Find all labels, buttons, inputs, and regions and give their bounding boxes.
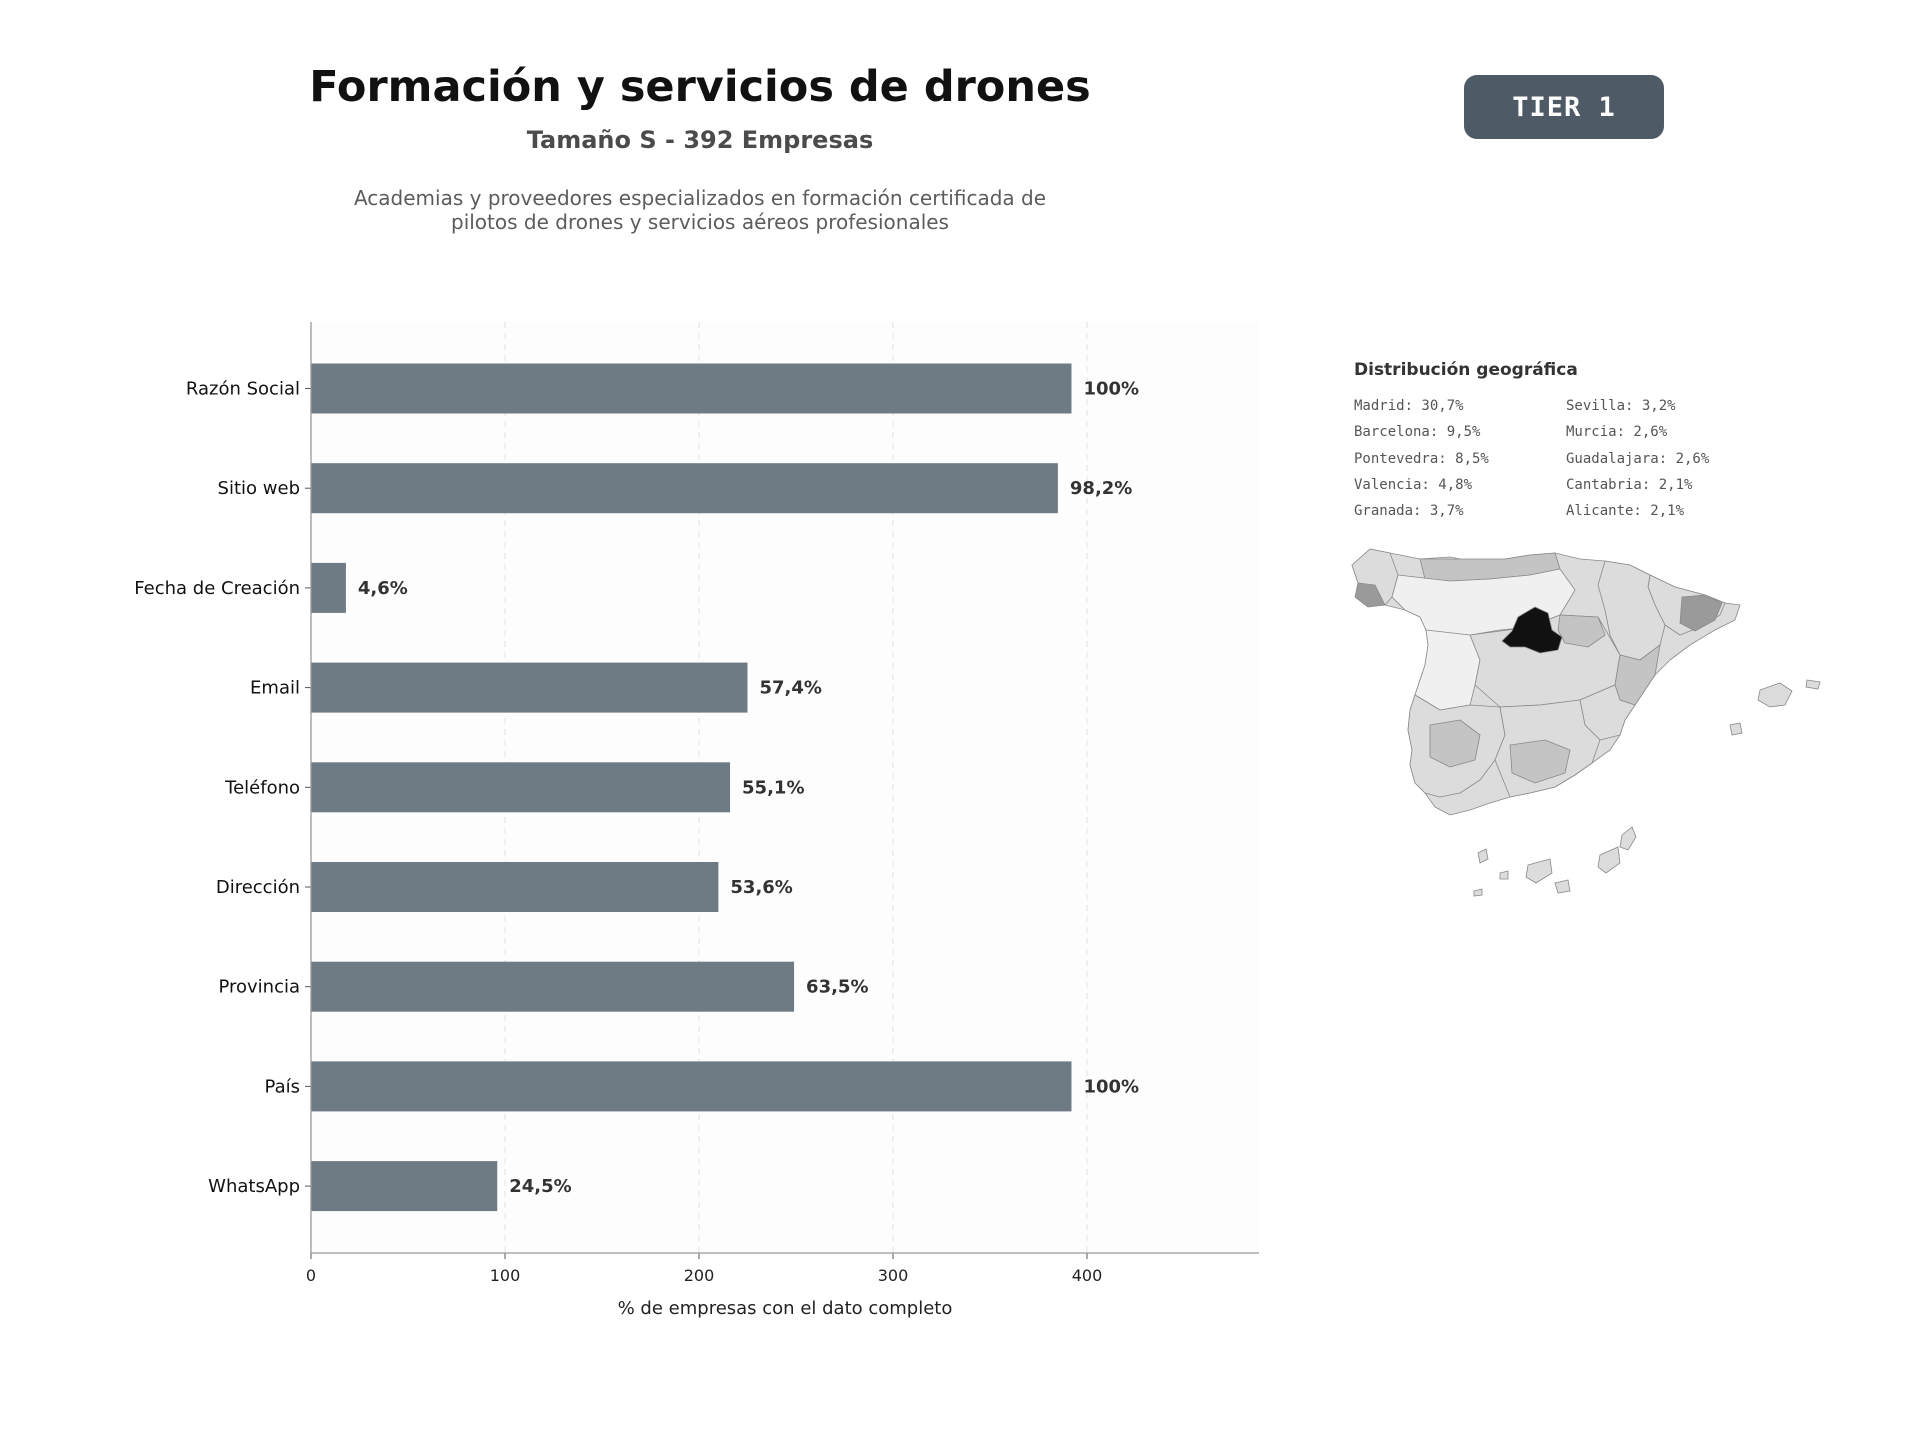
category-label: Fecha de Creación <box>134 578 300 599</box>
map-canary-5 <box>1477 848 1489 864</box>
map-extremadura <box>1414 629 1481 711</box>
data-label: 4,6% <box>358 578 408 599</box>
category-label: País <box>265 1076 300 1097</box>
x-tick-label: 200 <box>684 1266 715 1285</box>
data-label: 98,2% <box>1070 478 1132 499</box>
data-label: 24,5% <box>509 1176 571 1197</box>
description-line: Academias y proveedores especializados e… <box>353 186 1047 210</box>
geo-entry: Alicante: 2,1% <box>1566 503 1685 520</box>
chart-subtitle: Tamaño S - 392 Empresas <box>526 126 874 154</box>
data-label: 57,4% <box>760 678 822 699</box>
category-label: Teléfono <box>224 777 300 798</box>
geo-list-left: Madrid: 30,7% Barcelona: 9,5% Pontevedra… <box>1354 396 1489 527</box>
x-tick-label: 0 <box>306 1266 316 1285</box>
map-canary-3 <box>1525 858 1553 884</box>
bar <box>311 961 795 1012</box>
x-tick-label: 100 <box>490 1266 521 1285</box>
geo-entry: Barcelona: 9,5% <box>1354 424 1481 441</box>
bar <box>311 363 1072 414</box>
map-barcelona <box>1679 594 1723 632</box>
geo-title: Distribución geográfica <box>1354 360 1578 380</box>
x-axis-label: % de empresas con el dato completo <box>618 1298 953 1319</box>
data-label: 100% <box>1083 1076 1139 1097</box>
geo-entry: Valencia: 4,8% <box>1354 476 1473 493</box>
map-canary-2 <box>1597 846 1621 874</box>
x-tick-label: 300 <box>878 1266 909 1285</box>
map-canary-4 <box>1554 879 1571 894</box>
map-pontevedra <box>1354 582 1386 608</box>
category-label: Email <box>250 678 300 699</box>
geo-list-right: Sevilla: 3,2% Murcia: 2,6% Guadalajara: … <box>1566 396 1709 527</box>
geo-entry: Cantabria: 2,1% <box>1566 476 1693 493</box>
map-granada <box>1509 739 1571 784</box>
geo-entry: Murcia: 2,6% <box>1566 424 1668 441</box>
chart-title: Formación y servicios de drones <box>309 62 1091 112</box>
data-label: 55,1% <box>742 777 804 798</box>
tier-badge: TIER 1 <box>1464 75 1664 139</box>
map-menorca <box>1805 679 1821 690</box>
bar <box>311 1161 498 1212</box>
geo-entry: Granada: 3,7% <box>1354 503 1464 520</box>
data-label: 53,6% <box>730 877 792 898</box>
map-guadalajara <box>1557 614 1606 648</box>
map-canary-6 <box>1499 870 1509 880</box>
bar <box>311 762 731 813</box>
bar-chart: 100% 98,2% 4,6% 57,4% 55,1% 53,6% 63,5% 100% 24,… <box>134 322 1259 1319</box>
x-axis-ticks: 0 100 200 300 400 <box>306 1253 1102 1285</box>
map-mallorca <box>1757 682 1793 708</box>
geo-entry: Sevilla: 3,2% <box>1566 398 1676 414</box>
bar <box>311 862 719 912</box>
map-canary-7 <box>1473 888 1483 897</box>
data-label: 100% <box>1083 379 1139 400</box>
bar <box>311 1061 1072 1112</box>
description-line: pilotos de drones y servicios aéreos pro… <box>451 210 949 234</box>
x-tick-label: 400 <box>1072 1266 1103 1285</box>
category-label: Sitio web <box>218 478 300 499</box>
map-sevilla <box>1429 719 1481 768</box>
spain-map <box>1351 548 1821 897</box>
category-label: Dirección <box>216 877 300 898</box>
map-canary-1 <box>1619 826 1637 851</box>
geo-entry: Madrid: 30,7% <box>1354 398 1464 414</box>
geo-entry: Guadalajara: 2,6% <box>1566 450 1710 467</box>
category-label: Provincia <box>218 977 300 998</box>
bar <box>311 463 1058 514</box>
category-label: Razón Social <box>186 379 300 400</box>
chart-description: Academias y proveedores especializados e… <box>230 186 1170 234</box>
category-label: WhatsApp <box>208 1176 300 1197</box>
map-ibiza <box>1729 722 1743 736</box>
map-madrid <box>1501 606 1563 654</box>
data-label: 63,5% <box>806 977 868 998</box>
bar <box>311 662 748 713</box>
category-labels: Razón Social Sitio web Fecha de Creación Em… <box>134 379 311 1197</box>
bars-group: 100% 98,2% 4,6% 57,4% 55,1% 53,6% 63,5% 100% 24,… <box>311 363 1139 1212</box>
bar <box>311 562 346 613</box>
geo-entry: Pontevedra: 8,5% <box>1354 450 1489 467</box>
